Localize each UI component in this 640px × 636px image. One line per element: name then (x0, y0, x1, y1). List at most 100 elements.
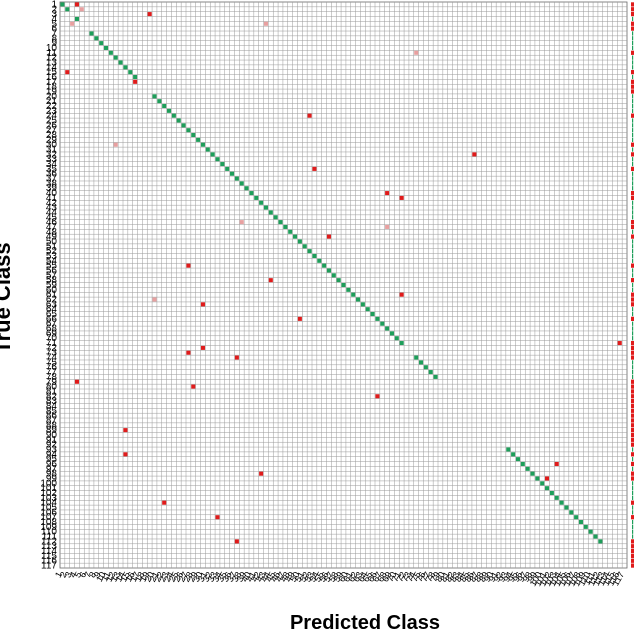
x-tick-label: 59 (332, 570, 346, 584)
summary-mark (631, 26, 634, 31)
y-tick-label: 113 (41, 541, 57, 552)
y-tick-label: 41 (46, 193, 58, 204)
y-tick-label: 91 (46, 435, 58, 446)
y-tick-label: 36 (46, 169, 58, 180)
summary-mark (632, 60, 634, 65)
x-tick-label: 75 (409, 570, 423, 584)
summary-mark (632, 229, 634, 234)
summary-mark (632, 490, 634, 496)
summary-mark (632, 123, 634, 128)
summary-mark (631, 70, 634, 75)
summary-mark (632, 466, 634, 471)
diagonal-cell (307, 249, 312, 254)
x-tick-label: 94 (501, 570, 515, 584)
summary-mark (631, 548, 634, 554)
error-cell (239, 220, 244, 225)
error-cell (545, 476, 550, 481)
y-tick-label: 104 (40, 498, 57, 509)
summary-mark (632, 360, 634, 365)
error-cell (186, 263, 191, 268)
summary-mark (631, 461, 634, 467)
summary-mark (632, 94, 634, 99)
y-tick-label: 9 (51, 38, 57, 49)
y-tick-label: 68 (46, 324, 58, 335)
error-cell (259, 471, 264, 476)
summary-mark (631, 558, 634, 563)
diagonal-cell (583, 524, 588, 529)
x-tick-label: 19 (138, 570, 152, 584)
y-tick-label: 32 (46, 149, 58, 160)
diagonal-cell (535, 476, 540, 481)
y-tick-label: 95 (46, 454, 58, 465)
summary-mark (631, 316, 634, 321)
summary-mark (631, 234, 634, 239)
y-tick-label: 99 (46, 474, 58, 485)
y-tick-label: 42 (46, 198, 58, 209)
diagonal-cell (297, 239, 302, 244)
diagonal-cell (239, 181, 244, 186)
summary-mark (632, 55, 634, 60)
y-tick-label: 71 (46, 338, 58, 349)
summary-mark (632, 99, 634, 104)
y-tick-label: 59 (46, 280, 58, 291)
summary-mark (631, 219, 634, 225)
summary-mark (632, 74, 634, 80)
y-tick-label: 117 (41, 561, 57, 572)
y-tick-label: 111 (42, 532, 58, 543)
x-tick-label: 27 (176, 570, 190, 584)
summary-mark (631, 428, 634, 433)
diagonal-cell (389, 331, 394, 336)
summary-mark (631, 166, 634, 172)
error-cell (617, 341, 622, 346)
y-tick-label: 7 (51, 28, 57, 39)
diagonal-cell (60, 2, 65, 7)
summary-mark (631, 379, 634, 384)
x-tick-label: 76 (414, 570, 428, 584)
diagonal-cell (230, 171, 235, 176)
x-tick-label: 89 (477, 570, 491, 584)
y-tick-label: 93 (46, 444, 58, 455)
y-tick-label: 72 (46, 343, 58, 354)
diagonal-cell (263, 205, 268, 210)
diagonal-cell (99, 41, 104, 46)
diagonal-cell (423, 365, 428, 370)
diagonal-cell (569, 510, 574, 515)
summary-mark (632, 132, 634, 138)
y-tick-label: 65 (46, 309, 58, 320)
summary-mark (632, 181, 634, 186)
x-tick-label: 40 (239, 570, 253, 584)
y-tick-label: 46 (46, 217, 58, 228)
x-tick-label: 77 (419, 570, 433, 584)
x-tick-label: 48 (278, 570, 292, 584)
summary-mark (631, 442, 634, 447)
summary-mark (632, 495, 634, 500)
diagonal-cell (157, 99, 162, 104)
x-tick-label: 91 (487, 570, 501, 584)
y-tick-label: 31 (46, 145, 58, 156)
x-tick-label: 36 (220, 570, 234, 584)
diagonal-cell (593, 534, 598, 539)
y-tick-label: 86 (46, 411, 58, 422)
y-tick-label: 89 (46, 425, 58, 436)
y-tick-label: 90 (46, 430, 58, 441)
diagonal-cell (549, 490, 554, 496)
y-tick-label: 18 (46, 82, 58, 93)
y-tick-label: 97 (46, 464, 58, 475)
summary-mark (631, 50, 634, 55)
diagonal-cell (220, 162, 225, 167)
y-tick-label: 22 (46, 101, 58, 112)
y-tick-label: 66 (46, 314, 58, 325)
summary-mark (632, 108, 634, 113)
diagonal-cell (540, 481, 545, 486)
x-tick-label: 52 (298, 570, 312, 584)
x-tick-label: 93 (496, 570, 510, 584)
summary-mark (631, 413, 634, 418)
diagonal-cell (278, 220, 283, 225)
x-tick-label: 1 (53, 570, 64, 579)
summary-mark (631, 408, 634, 413)
summary-mark (631, 79, 634, 84)
y-tick-label: 52 (46, 246, 58, 257)
y-tick-label: 60 (46, 285, 58, 296)
x-tick-label: 61 (341, 570, 355, 584)
y-tick-label: 88 (46, 420, 58, 431)
